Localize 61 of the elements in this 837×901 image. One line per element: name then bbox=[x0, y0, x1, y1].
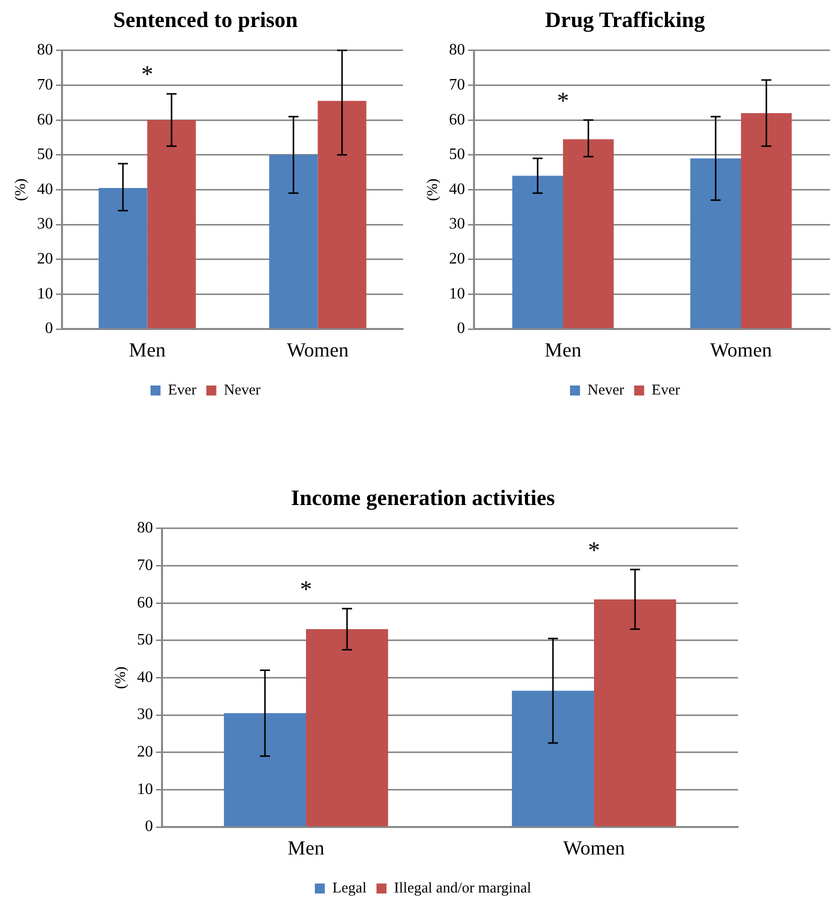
annotation: * bbox=[557, 88, 569, 114]
bar bbox=[147, 120, 196, 328]
y-axis-title: (%) bbox=[12, 178, 29, 201]
bar bbox=[512, 690, 594, 826]
annotation: * bbox=[588, 538, 600, 564]
y-tick-label: 30 bbox=[449, 216, 465, 233]
legend-label: Ever bbox=[652, 382, 680, 398]
y-tick-label: 70 bbox=[449, 76, 465, 94]
y-tick-label: 80 bbox=[37, 42, 53, 59]
y-tick-label: 70 bbox=[137, 556, 153, 574]
x-tick-label: Men bbox=[288, 837, 324, 860]
y-tick-label: 30 bbox=[37, 216, 53, 233]
y-tick-label: 40 bbox=[37, 180, 53, 198]
y-tick-label: 80 bbox=[449, 42, 465, 59]
bar bbox=[690, 158, 741, 328]
y-tick-label: 40 bbox=[137, 668, 153, 686]
bar bbox=[306, 629, 388, 826]
bar bbox=[594, 599, 676, 826]
y-tick-label: 20 bbox=[449, 250, 465, 268]
chart-title: Sentenced to prison bbox=[113, 6, 298, 32]
y-tick-label: 10 bbox=[37, 285, 53, 302]
legend-label: Ever bbox=[168, 382, 196, 398]
y-tick-label: 50 bbox=[137, 632, 153, 649]
x-tick-label: Women bbox=[286, 339, 349, 362]
x-tick-label: Men bbox=[128, 339, 166, 362]
y-tick-label: 20 bbox=[137, 744, 153, 761]
bar bbox=[269, 154, 318, 328]
legend-label: Illegal and/or marginal bbox=[394, 880, 532, 896]
y-tick-label: 20 bbox=[37, 250, 53, 268]
bar bbox=[741, 113, 792, 328]
y-tick-label: 60 bbox=[37, 111, 53, 128]
x-tick-label: Women bbox=[563, 837, 625, 860]
annotation: * bbox=[141, 62, 154, 88]
y-tick-label: 0 bbox=[145, 818, 153, 836]
y-tick-label: 60 bbox=[449, 111, 465, 128]
y-tick-label: 40 bbox=[449, 180, 465, 198]
x-tick-label: Men bbox=[544, 339, 582, 362]
y-tick-label: 50 bbox=[37, 146, 53, 164]
y-tick-label: 0 bbox=[457, 320, 465, 338]
bar bbox=[224, 713, 306, 826]
x-tick-label: Women bbox=[710, 339, 772, 362]
y-axis-title: (%) bbox=[424, 178, 441, 201]
bar bbox=[98, 188, 148, 328]
y-tick-label: 10 bbox=[449, 285, 465, 302]
y-tick-label: 80 bbox=[137, 520, 153, 537]
y-tick-label: 50 bbox=[449, 146, 465, 164]
y-tick-label: 0 bbox=[45, 320, 53, 338]
annotation: * bbox=[300, 576, 312, 603]
legend-label: Never bbox=[588, 382, 624, 398]
y-axis-title: (%) bbox=[112, 666, 129, 689]
chart-title: Income generation activities bbox=[291, 484, 556, 510]
y-tick-label: 70 bbox=[37, 76, 53, 94]
y-tick-label: 30 bbox=[137, 706, 153, 724]
bar bbox=[318, 100, 366, 328]
bar bbox=[512, 176, 563, 328]
chart-title: Drug Trafficking bbox=[545, 6, 705, 32]
legend-label: Legal bbox=[332, 880, 366, 896]
legend-label: Never bbox=[224, 382, 260, 398]
bar bbox=[563, 139, 614, 328]
y-tick-label: 10 bbox=[137, 780, 153, 798]
y-tick-label: 60 bbox=[137, 594, 153, 612]
